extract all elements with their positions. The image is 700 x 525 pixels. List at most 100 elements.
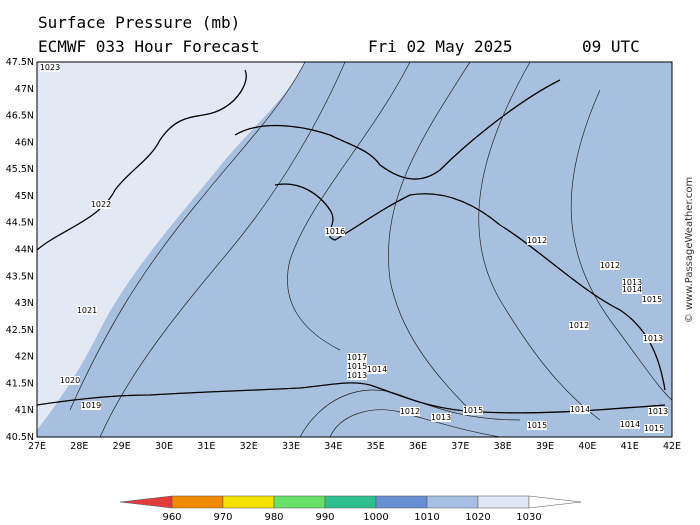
isobar-label-bg <box>60 376 80 385</box>
isobar-label: 1013 <box>431 413 451 422</box>
watermark: © www.PassageWeather.com <box>684 177 695 323</box>
colorbar-segment <box>171 495 224 509</box>
isobar-label-bg <box>81 401 101 410</box>
isobar-label-bg <box>325 227 345 236</box>
colorbar-label: 980 <box>264 512 283 523</box>
isobar-label-bg <box>648 407 668 416</box>
isobar-label-bg <box>643 334 663 343</box>
high-pressure-band <box>37 62 305 430</box>
isobar-label-bg <box>527 236 547 245</box>
isobar-label-bg <box>347 353 367 362</box>
lon-label: 31E <box>197 441 215 452</box>
colorbar: 960 970 980 990 1000 1010 1020 1030 <box>119 495 582 523</box>
lon-label: 33E <box>282 441 300 452</box>
colorbar-label: 990 <box>315 512 334 523</box>
isobar-label-bg <box>622 278 642 287</box>
isobar-label: 1014 <box>622 285 642 294</box>
isobar-label: 1015 <box>347 362 367 371</box>
date: Fri 02 May 2025 <box>368 37 513 56</box>
colorbar-segment <box>222 495 275 509</box>
lat-label: 40.5N <box>6 432 34 443</box>
isobar-label: 1021 <box>77 306 97 315</box>
isobar-label-bg <box>77 306 97 315</box>
lon-label: 42E <box>663 441 681 452</box>
isobars <box>69 61 673 438</box>
isobar-label: 1016 <box>325 227 345 236</box>
lon-label: 37E <box>451 441 469 452</box>
lat-label: 41.5N <box>6 378 34 389</box>
lat-label: 47.5N <box>6 57 34 68</box>
isobar-label: 1014 <box>367 365 387 374</box>
isobar-label-bg <box>569 321 589 330</box>
time: 09 UTC <box>582 37 640 56</box>
isobar-label: 1019 <box>81 401 101 410</box>
isobar-labels: 1023102210211020101910161012101210131014… <box>40 63 668 433</box>
colorbar-label: 960 <box>162 512 181 523</box>
isobar-label-bg <box>644 424 664 433</box>
lat-label: 41N <box>15 405 34 416</box>
isobar-label: 1022 <box>91 200 111 209</box>
map: 1023102210211020101910161012101210131014… <box>36 61 673 438</box>
colorbar-low <box>119 495 173 509</box>
colorbar-label: 1000 <box>363 512 388 523</box>
isobar-label-bg <box>91 200 111 209</box>
isobar-label: 1015 <box>463 406 483 415</box>
colorbar-segment <box>273 495 326 509</box>
lat-label: 46.5N <box>6 111 34 122</box>
isobar-label-bg <box>431 413 451 422</box>
isobar-label: 1017 <box>347 353 367 362</box>
lon-label: 35E <box>367 441 385 452</box>
isobar-label: 1012 <box>400 407 420 416</box>
lon-label: 36E <box>409 441 427 452</box>
lat-label: 45.5N <box>6 164 34 175</box>
lat-label: 46N <box>15 137 34 148</box>
isobar-label-bg <box>40 63 60 72</box>
lon-label: 29E <box>113 441 131 452</box>
colorbar-label: 1010 <box>414 512 439 523</box>
isobar-label-bg <box>367 365 387 374</box>
model: ECMWF 033 Hour Forecast <box>38 37 260 56</box>
colorbar-label: 1030 <box>516 512 541 523</box>
isobar-label: 1015 <box>644 424 664 433</box>
lon-label: 34E <box>324 441 342 452</box>
isobar-label: 1015 <box>642 295 662 304</box>
isobar-label: 1013 <box>622 278 642 287</box>
isobar-label-bg <box>620 420 640 429</box>
title: Surface Pressure (mb) <box>38 13 240 32</box>
map-frame <box>36 61 673 438</box>
lon-label: 41E <box>621 441 639 452</box>
lon-label: 27E <box>28 441 46 452</box>
lon-label: 40E <box>578 441 596 452</box>
lon-label: 39E <box>536 441 554 452</box>
lat-label: 42N <box>15 352 34 363</box>
lat-label: 43N <box>15 298 34 309</box>
isobar-label: 1015 <box>527 421 547 430</box>
coastline <box>36 69 666 414</box>
colorbar-label: 1020 <box>465 512 490 523</box>
colorbar-high <box>528 495 582 509</box>
isobar-label: 1020 <box>60 376 80 385</box>
isobar-label: 1013 <box>643 334 663 343</box>
isobar-label-bg <box>527 421 547 430</box>
isobar-label: 1013 <box>648 407 668 416</box>
isobar-label: 1023 <box>40 63 60 72</box>
lon-label: 32E <box>240 441 258 452</box>
lat-label: 43.5N <box>6 271 34 282</box>
lat-label: 44N <box>15 245 34 256</box>
colorbar-segment <box>375 495 428 509</box>
isobar-label-bg <box>642 295 662 304</box>
isobar-label: 1014 <box>570 405 590 414</box>
isobar-label: 1012 <box>600 261 620 270</box>
isobar-label: 1012 <box>527 236 547 245</box>
isobar-label-bg <box>600 261 620 270</box>
colorbar-segment <box>324 495 377 509</box>
lon-label: 30E <box>155 441 173 452</box>
lon-label: 28E <box>70 441 88 452</box>
lat-label: 42.5N <box>6 325 34 336</box>
colorbar-segment <box>426 495 479 509</box>
isobar-label-bg <box>570 405 590 414</box>
axes: 47.5N 47N 46.5N 46N 45.5N 45N 44.5N 44N 43.5N 43N… <box>6 57 681 452</box>
isobar-label: 1014 <box>620 420 640 429</box>
